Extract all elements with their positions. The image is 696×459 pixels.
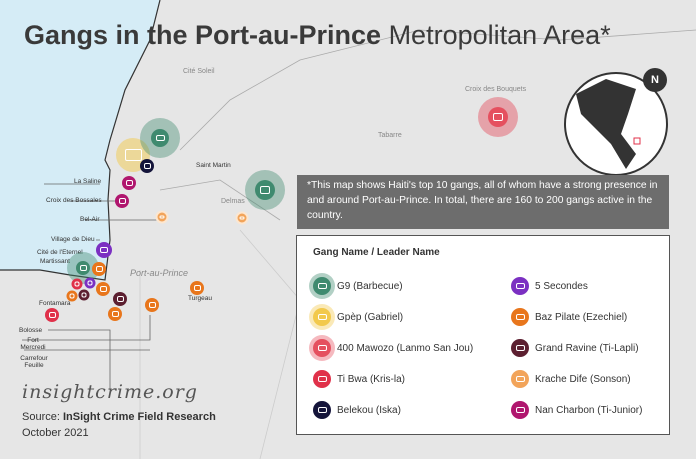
legend-item: Ti Bwa (Kris-la) xyxy=(313,370,405,388)
gang-marker-g9[interactable] xyxy=(151,129,169,147)
gang-marker-nan-charbon[interactable] xyxy=(115,194,129,208)
gang-icon xyxy=(511,370,529,388)
legend-item: Krache Dife (Sonson) xyxy=(511,370,631,388)
place-delmas: Delmas xyxy=(221,198,245,205)
place-croix-des-bossales: Croix des Bossales xyxy=(46,197,102,204)
gang-marker-baz-pilate[interactable] xyxy=(92,262,106,276)
place-bel-air: Bel-Air xyxy=(80,216,100,223)
gang-marker-g9[interactable] xyxy=(76,261,90,275)
legend-heading: Gang Name / Leader Name xyxy=(313,247,440,258)
gang-marker-nan-charbon[interactable] xyxy=(122,176,136,190)
legend-label: G9 (Barbecue) xyxy=(337,280,403,292)
legend-label: Baz Pilate (Ezechiel) xyxy=(535,311,628,323)
gang-marker-ti-bwa[interactable] xyxy=(45,308,59,322)
legend-item: Grand Ravine (Ti-Lapli) xyxy=(511,339,639,357)
gang-icon xyxy=(511,308,529,326)
legend-item: 5 Secondes xyxy=(511,277,588,295)
gang-icon xyxy=(313,339,331,357)
place-cite-soleil: Cité Soleil xyxy=(183,68,215,75)
gang-marker-baz-pilate[interactable] xyxy=(190,281,204,295)
legend-item: G9 (Barbecue) xyxy=(313,277,403,295)
place-cite-de-l-eternel: Cité de l'Eternel xyxy=(37,249,83,256)
place-tabarre: Tabarre xyxy=(378,132,402,139)
north-arrow-icon: N xyxy=(643,68,667,92)
gang-icon xyxy=(313,370,331,388)
gang-icon xyxy=(511,277,529,295)
gang-icon xyxy=(511,401,529,419)
legend-label: 400 Mawozo (Lanmo San Jou) xyxy=(337,342,474,354)
gang-marker-baz-pilate[interactable] xyxy=(96,282,110,296)
legend-label: Grand Ravine (Ti-Lapli) xyxy=(535,342,639,354)
legend-label: Belekou (Iska) xyxy=(337,404,401,416)
gang-marker-400-mawozo[interactable] xyxy=(488,107,508,127)
gang-marker-krache-dife[interactable] xyxy=(155,210,169,224)
legend-item: Baz Pilate (Ezechiel) xyxy=(511,308,627,326)
gang-icon xyxy=(511,339,529,357)
map-title: Gangs in the Port-au-Prince Metropolitan… xyxy=(24,20,611,50)
legend-item: Gpèp (Gabriel) xyxy=(313,308,403,326)
legend-label: Krache Dife (Sonson) xyxy=(535,373,631,385)
place-fort-mercredi: Fort Mercredi xyxy=(20,337,46,351)
place-bolosse: Bolosse xyxy=(19,327,43,334)
place-carrefour-feuille: Carrefour Feuille xyxy=(20,355,48,369)
gang-marker-grand-ravine[interactable] xyxy=(78,289,90,301)
legend-label: Gpèp (Gabriel) xyxy=(337,311,404,323)
legend-label: 5 Secondes xyxy=(535,280,588,292)
place-martissant: Martissant xyxy=(40,258,70,265)
place-la-saline: La Saline xyxy=(74,178,102,185)
legend-label: Nan Charbon (Ti-Junior) xyxy=(535,404,643,416)
place-fontamara: Fontamara xyxy=(39,300,71,307)
gang-marker-5-secondes[interactable] xyxy=(96,242,112,258)
legend-item: Belekou (Iska) xyxy=(313,401,401,419)
legend-item: 400 Mawozo (Lanmo San Jou) xyxy=(313,339,473,357)
map-note: *This map shows Haiti's top 10 gangs, al… xyxy=(297,175,669,229)
gang-marker-baz-pilate[interactable] xyxy=(145,298,159,312)
gang-marker-5-secondes[interactable] xyxy=(84,277,96,289)
place-port-au-prince: Port-au-Prince xyxy=(130,268,189,278)
gang-icon xyxy=(313,401,331,419)
gang-marker-g9[interactable] xyxy=(255,180,275,200)
gang-icon xyxy=(313,308,331,326)
legend-item: Nan Charbon (Ti-Junior) xyxy=(511,401,642,419)
gang-marker-baz-pilate[interactable] xyxy=(108,307,122,321)
place-village-de-dieu: Village de Dieu xyxy=(51,236,95,243)
place-saint-martin: Saint Martin xyxy=(196,162,231,169)
gang-marker-ti-bwa[interactable] xyxy=(71,278,83,290)
gang-marker-krache-dife[interactable] xyxy=(235,211,249,225)
source-note: Source: InSight Crime Field Research Oct… xyxy=(22,411,216,439)
legend: Gang Name / Leader Name G9 (Barbecue) Gpè… xyxy=(296,235,670,435)
gang-marker-belekou[interactable] xyxy=(140,159,154,173)
gang-icon xyxy=(313,277,331,295)
place-croix-des-bouquets: Croix des Bouquets xyxy=(465,86,527,93)
gang-marker-baz-pilate[interactable] xyxy=(66,290,78,302)
brand-logo: insightcrime.org xyxy=(22,381,198,403)
gang-marker-grand-ravine[interactable] xyxy=(113,292,127,306)
legend-label: Ti Bwa (Kris-la) xyxy=(337,373,405,385)
place-turgeau: Turgeau xyxy=(188,295,212,302)
